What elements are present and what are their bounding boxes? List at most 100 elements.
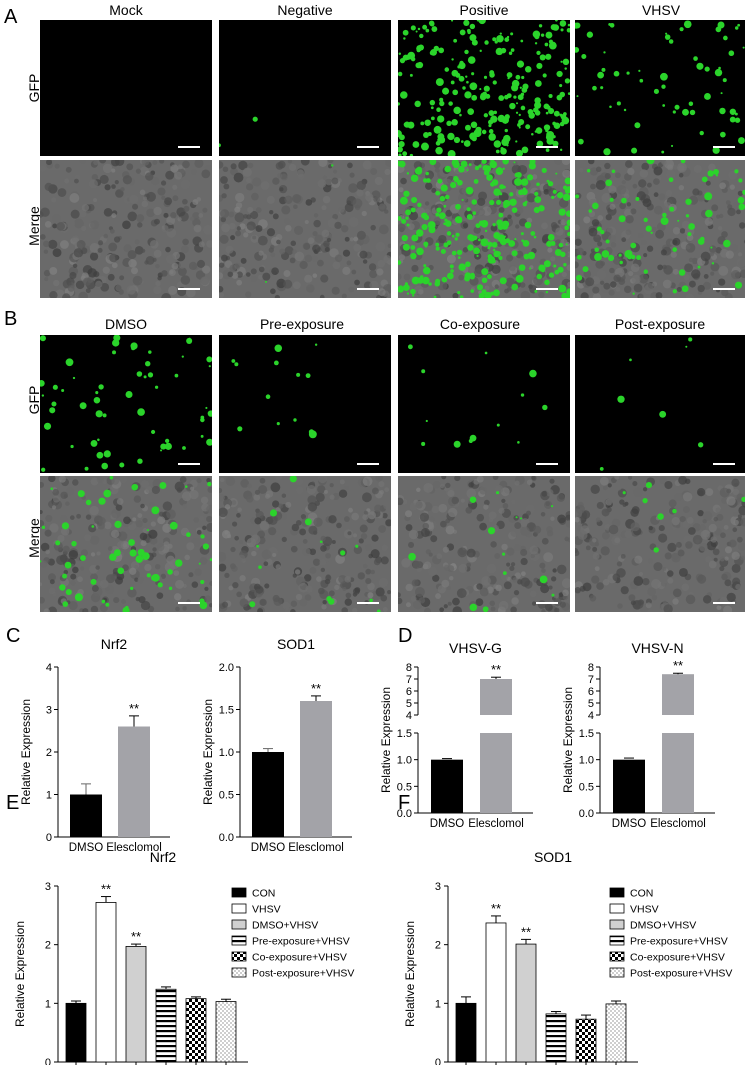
micrograph-b-merge-2	[219, 476, 391, 612]
col-title-mock: Mock	[109, 2, 143, 18]
significance-mark: **	[521, 924, 531, 939]
legend-label: VHSV	[630, 904, 659, 916]
micrograph-a-gfp-2	[219, 20, 391, 156]
scale-bar	[178, 602, 200, 604]
scale-bar	[357, 602, 379, 604]
bar-vhsv	[485, 922, 507, 1063]
y-axis-label: Relative Expression	[201, 699, 215, 805]
y-tick-label: 4	[406, 710, 412, 722]
col-title-post-exposure: Post-exposure	[614, 316, 706, 332]
legend-swatch	[609, 903, 625, 914]
y-tick-label: 0.5	[579, 781, 594, 793]
micrograph-a-gfp-3	[398, 20, 570, 156]
x-tick-label: DMSO	[430, 818, 465, 830]
significance-mark: **	[101, 882, 111, 897]
y-tick-label: 1.5	[219, 705, 234, 717]
bar-con	[65, 1002, 87, 1063]
y-axis-label: Relative Expression	[19, 699, 33, 805]
bar-co-exposure-vhsv	[185, 998, 207, 1063]
micrograph-a-merge-4	[575, 160, 745, 298]
y-axis-label: Relative Expression	[561, 687, 575, 793]
col-title-dmso: DMSO	[105, 316, 147, 332]
y-axis-label: Relative Expression	[403, 921, 417, 1027]
bar-post-exposure-vhsv	[605, 1003, 627, 1063]
scale-bar	[713, 602, 735, 604]
legend-swatch	[231, 919, 247, 930]
col-title-vhsv: VHSV	[641, 2, 681, 18]
legend-label: CON	[630, 888, 653, 900]
x-tick-label: DMSO	[251, 842, 286, 854]
scale-bar	[357, 463, 379, 465]
y-tick-label: 0.5	[219, 790, 234, 802]
scale-bar	[357, 146, 379, 148]
scale-bar	[178, 463, 200, 465]
scale-bar	[178, 288, 200, 290]
scale-bar	[536, 463, 558, 465]
micrograph-b-gfp-4	[575, 335, 745, 473]
col-title-negative: Negative	[277, 2, 333, 18]
legend-swatch	[609, 951, 625, 962]
scale-bar	[536, 288, 558, 290]
bar-elesclomol-upper	[662, 674, 694, 715]
y-tick-label: 7	[588, 674, 594, 686]
bar-elesclomol	[300, 701, 332, 837]
col-title-co-exposure: Co-exposure	[439, 316, 521, 332]
legend-swatch	[609, 935, 625, 946]
legend-label: Post-exposure+VHSV	[630, 968, 732, 980]
y-tick-label: 0.0	[579, 808, 594, 820]
chart-title: VHSV-N	[631, 640, 683, 656]
y-tick-label: 6	[588, 686, 594, 698]
legend-label: DMSO+VHSV	[630, 920, 696, 932]
micrograph-a-merge-2	[219, 160, 391, 298]
y-tick-label: 0	[45, 1057, 51, 1065]
panel-label-a: A	[4, 6, 18, 28]
legend-swatch	[231, 967, 247, 978]
y-tick-label: 0	[435, 1057, 441, 1065]
legend-swatch	[609, 967, 625, 978]
legend-label: DMSO+VHSV	[252, 920, 318, 932]
legend-swatch	[231, 951, 247, 962]
y-tick-label: 1.5	[579, 728, 594, 740]
y-tick-label: 1	[46, 790, 52, 802]
bar-dmso-vhsv	[515, 943, 537, 1063]
panel-label-e: E	[6, 792, 20, 814]
micrograph-b-merge-1	[40, 476, 212, 612]
bar-con	[455, 1002, 477, 1063]
x-tick-label: Elesclomol	[650, 818, 706, 830]
bar-dmso	[252, 752, 284, 837]
bar-post-exposure-vhsv	[215, 1001, 237, 1063]
panel-label-b: B	[4, 308, 18, 330]
y-tick-label: 3	[435, 881, 441, 893]
legend-swatch	[609, 887, 625, 898]
legend-label: Pre-exposure+VHSV	[252, 936, 350, 948]
y-tick-label: 0.5	[397, 781, 412, 793]
col-title-positive: Positive	[459, 2, 509, 18]
y-tick-label: 5	[588, 698, 594, 710]
chart-title: VHSV-G	[449, 640, 502, 656]
y-tick-label: 2	[435, 940, 441, 952]
panel-label-d: D	[398, 625, 413, 647]
bar-elesclomol-lower	[662, 733, 694, 813]
micrograph-b-merge-4	[575, 476, 745, 612]
chart-title: Nrf2	[150, 849, 177, 865]
y-tick-label: 1.5	[397, 728, 412, 740]
legend-label: Pre-exposure+VHSV	[630, 936, 728, 948]
scale-bar	[178, 146, 200, 148]
legend-label: Co-exposure+VHSV	[630, 952, 725, 964]
scale-bar	[357, 288, 379, 290]
y-tick-label: 3	[45, 881, 51, 893]
scale-bar	[713, 463, 735, 465]
col-title-pre-exposure: Pre-exposure	[259, 316, 345, 332]
y-tick-label: 3	[46, 705, 52, 717]
micrograph-a-merge-1	[40, 160, 212, 298]
y-tick-label: 6	[406, 686, 412, 698]
chart-title: Nrf2	[101, 636, 128, 652]
y-tick-label: 8	[406, 662, 412, 674]
significance-mark: **	[673, 658, 683, 673]
bar-dmso-vhsv	[125, 946, 147, 1063]
micrograph-b-merge-3	[398, 476, 570, 612]
chart-title: SOD1	[277, 636, 315, 652]
y-tick-label: 0.0	[219, 832, 234, 844]
y-tick-label: 2	[46, 747, 52, 759]
